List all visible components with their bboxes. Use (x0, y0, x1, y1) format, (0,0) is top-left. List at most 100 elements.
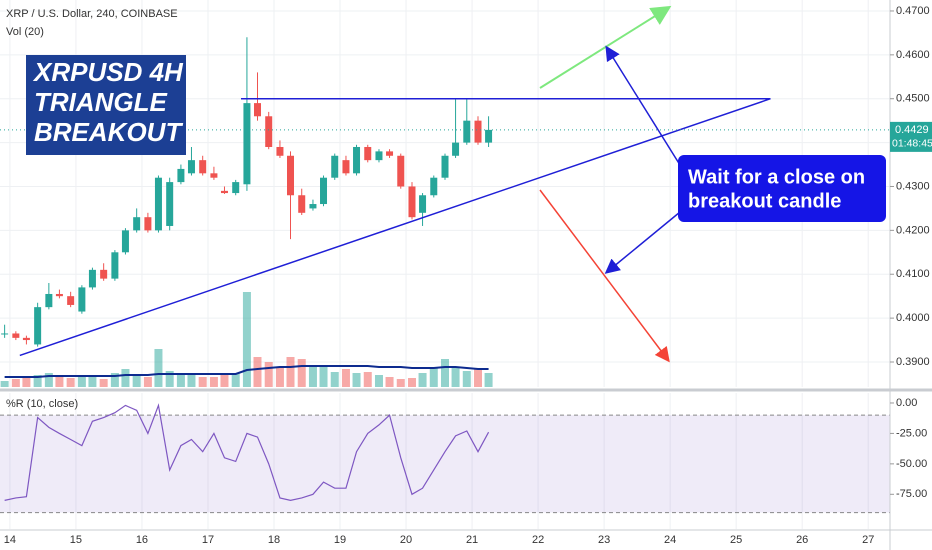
volume-bar (429, 367, 438, 387)
volume-ma (4, 365, 489, 378)
volume-bar (275, 367, 284, 387)
volume-bar (187, 375, 196, 387)
volume-bar (341, 369, 350, 387)
y-tick-label: 0.4300 (896, 180, 930, 192)
candle-body (34, 307, 42, 345)
candle-body (253, 103, 261, 117)
y-tick-label: -50.00 (896, 458, 927, 470)
callout-arrow (605, 45, 681, 166)
callout-text: breakout candle (688, 190, 841, 212)
candle-body (220, 190, 228, 194)
candle-body (210, 173, 218, 178)
volume-bar (474, 369, 483, 387)
x-tick-label: 24 (664, 534, 676, 546)
volume-bar (121, 369, 130, 387)
candle-body (187, 160, 195, 174)
volume-bar (176, 373, 185, 387)
x-tick-label: 25 (730, 534, 742, 546)
banner-text: TRIANGLE (34, 87, 168, 117)
candle-body (474, 120, 482, 143)
volume-bar (441, 359, 449, 387)
candle-body (100, 269, 108, 279)
x-tick-label: 16 (136, 534, 148, 546)
candle-body (121, 230, 129, 253)
candle-body (375, 151, 383, 161)
volume-bar (110, 373, 119, 387)
callout-arrow (604, 211, 681, 274)
volume-bar (33, 375, 42, 387)
volume-bar (231, 373, 240, 387)
indicator-line (4, 403, 490, 502)
chart-title: XRP / U.S. Dollar, 240, COINBASE (6, 8, 178, 20)
y-tick-label: 0.3900 (896, 356, 930, 368)
volume-bar (396, 379, 405, 387)
x-tick-label: 20 (400, 534, 412, 546)
candle-body (22, 337, 30, 341)
down-arrow (539, 189, 670, 363)
candle-body (309, 204, 317, 209)
candle-body (111, 252, 119, 279)
volume-label: Vol (20) (6, 26, 44, 38)
volume-bar (165, 371, 174, 387)
volume-bar (286, 357, 295, 387)
volume-bar (385, 377, 394, 387)
volume-bar (88, 377, 97, 387)
y-tick-label: 0.4000 (896, 312, 930, 324)
candle-body (276, 146, 284, 156)
indicator-title: %R (10, close) (6, 398, 78, 410)
x-tick-label: 26 (796, 534, 808, 546)
x-tick-label: 22 (532, 534, 544, 546)
candle-body (364, 146, 372, 161)
countdown-label: 01:48:45 (892, 138, 932, 150)
volume-bar (308, 365, 317, 387)
candle-body (133, 217, 141, 231)
candle-body (1, 333, 9, 335)
y-tick-label: -75.00 (896, 488, 927, 500)
x-tick-label: 14 (4, 534, 16, 546)
candle-body (452, 142, 460, 156)
candle-body (166, 182, 174, 226)
volume-bar (374, 375, 383, 387)
volume-bar (55, 377, 64, 387)
volume-bar (77, 375, 86, 387)
volume-bar (66, 378, 75, 387)
volume-bar (297, 359, 306, 387)
volume-bar (363, 372, 372, 387)
banner-text: XRPUSD 4H (32, 57, 184, 87)
last-price-tag (890, 121, 932, 152)
volume-bar (209, 377, 218, 387)
candle-body (408, 186, 416, 218)
candle-body (12, 333, 20, 338)
volume-bar (143, 377, 152, 387)
y-tick-label: 0.4100 (896, 268, 930, 280)
volume-bar (253, 357, 262, 387)
y-tick-label: 0.4200 (896, 224, 930, 236)
candle-body (419, 195, 427, 213)
volume-bar (462, 371, 471, 387)
candle-body (154, 177, 162, 231)
candle-body (342, 160, 350, 174)
banner-box (26, 55, 186, 155)
last-price-label: 0.4429 (895, 124, 929, 136)
candle-body (441, 155, 449, 178)
candle-body (485, 129, 493, 143)
volume-bar (44, 373, 53, 387)
y-tick-label: 0.4700 (896, 5, 930, 17)
volume-bar (418, 373, 427, 387)
candle-body (243, 103, 251, 185)
volume-bar (242, 292, 251, 387)
trend-line (19, 98, 771, 357)
volume-bar (407, 378, 416, 387)
volume-bar (264, 362, 273, 387)
x-tick-label: 18 (268, 534, 280, 546)
volume-bar (330, 372, 339, 387)
candle-body (298, 195, 306, 213)
candle-body (45, 293, 53, 308)
candle-body (88, 269, 96, 288)
candle-body (353, 146, 361, 174)
x-tick-label: 27 (862, 534, 874, 546)
x-tick-label: 15 (70, 534, 82, 546)
volume-bar (132, 375, 141, 387)
up-arrow (539, 5, 672, 89)
